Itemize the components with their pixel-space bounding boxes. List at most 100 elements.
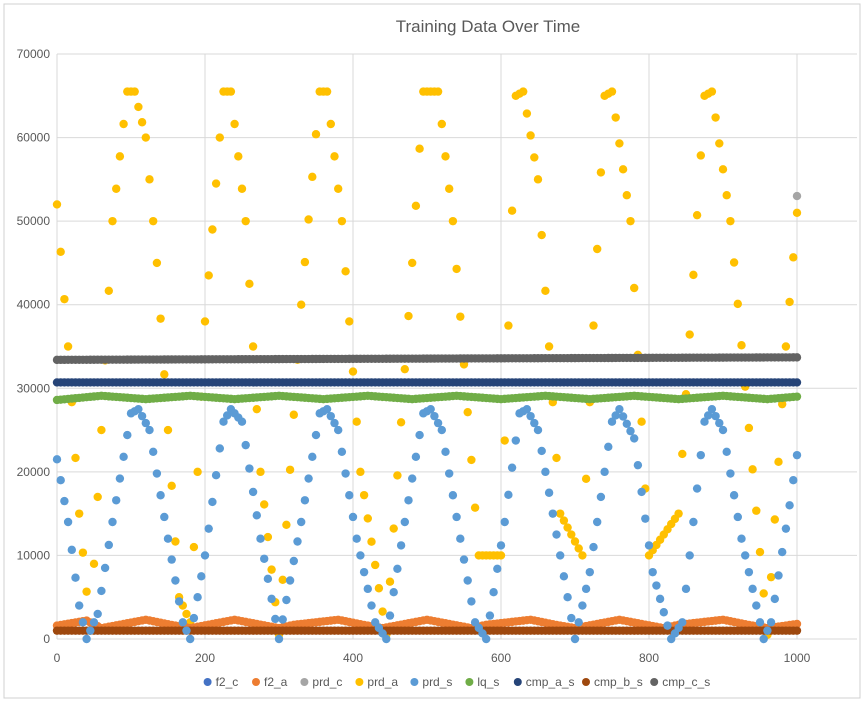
data-point <box>618 412 628 421</box>
data-point <box>97 425 106 435</box>
data-point <box>411 201 421 211</box>
data-point <box>729 258 739 267</box>
data-point <box>78 548 88 557</box>
data-point <box>171 537 180 546</box>
data-point <box>563 593 572 602</box>
data-point <box>781 524 791 533</box>
data-point <box>130 87 139 96</box>
data-point <box>330 418 339 428</box>
data-point <box>359 490 369 500</box>
data-point <box>149 216 158 226</box>
data-point <box>330 152 339 161</box>
data-point <box>152 258 162 268</box>
data-point <box>578 601 587 610</box>
data-point <box>75 509 84 518</box>
data-point <box>78 618 88 627</box>
data-point <box>263 532 273 542</box>
data-point <box>67 545 77 555</box>
data-point <box>100 563 110 573</box>
data-point <box>378 607 387 616</box>
series-cmp-c-s <box>52 353 802 365</box>
data-point <box>160 512 169 522</box>
data-point <box>311 430 321 440</box>
data-point <box>552 453 561 463</box>
data-point <box>108 517 117 527</box>
data-point <box>615 139 624 148</box>
data-point <box>552 530 561 539</box>
data-point <box>178 618 187 627</box>
data-point <box>289 410 298 419</box>
data-point <box>766 572 776 582</box>
y-tick-label: 70000 <box>17 47 51 61</box>
data-point <box>578 551 587 560</box>
data-point <box>641 514 650 523</box>
data-point <box>371 560 380 570</box>
data-point <box>167 481 176 490</box>
data-point <box>345 317 354 326</box>
data-point <box>115 152 125 161</box>
data-point <box>248 342 258 351</box>
legend-item-cmp-b-s: cmp_b_s <box>582 675 643 689</box>
data-point <box>729 491 739 500</box>
data-point <box>622 191 631 200</box>
data-point <box>82 634 91 644</box>
axis-tick-labels: 0 10000 20000 30000 40000 50000 60000 70000 0 200… <box>17 47 811 665</box>
data-point <box>526 131 535 140</box>
data-point <box>430 411 439 421</box>
data-point <box>755 618 765 627</box>
data-point <box>537 446 546 456</box>
data-point <box>415 144 424 153</box>
data-point <box>223 411 232 420</box>
data-point <box>792 353 802 362</box>
data-point <box>115 474 125 483</box>
data-point <box>744 567 754 577</box>
data-point <box>123 430 132 440</box>
legend-marker <box>465 678 474 686</box>
data-point <box>715 139 724 148</box>
data-point <box>141 418 150 428</box>
series-points <box>52 87 802 644</box>
data-point <box>637 417 646 426</box>
data-point <box>326 119 335 129</box>
data-point <box>544 342 554 351</box>
data-point <box>500 436 509 445</box>
data-point <box>234 152 243 161</box>
data-point <box>182 609 191 619</box>
data-point <box>382 634 391 644</box>
data-point <box>770 594 779 604</box>
data-point <box>56 476 65 485</box>
data-point <box>197 572 206 581</box>
data-point <box>689 517 698 527</box>
data-point <box>774 571 783 580</box>
data-point <box>781 342 791 351</box>
data-point <box>152 469 162 478</box>
data-point <box>755 547 765 557</box>
legend-item-prd-a: prd_a <box>355 675 398 689</box>
data-point <box>744 423 754 433</box>
data-point <box>544 488 554 497</box>
data-point <box>163 534 173 543</box>
data-point <box>789 253 798 262</box>
data-point <box>607 417 617 426</box>
data-point <box>60 496 69 506</box>
data-point <box>356 467 365 477</box>
x-tick-label: 200 <box>195 651 215 665</box>
series-lq-s <box>52 391 802 405</box>
data-point <box>533 425 543 435</box>
data-point <box>171 576 180 585</box>
y-tick-label: 0 <box>43 632 50 646</box>
data-point <box>211 471 221 480</box>
data-point <box>174 597 184 606</box>
x-tick-label: 0 <box>54 651 61 665</box>
y-tick-label: 20000 <box>17 465 51 479</box>
data-point <box>108 216 117 226</box>
legend-label: lq_s <box>477 675 499 689</box>
data-point <box>792 626 802 635</box>
legend-item-f2-c: f2_c <box>203 675 238 689</box>
data-point <box>792 378 802 387</box>
data-point <box>593 244 602 254</box>
data-point <box>445 184 454 193</box>
data-point <box>145 175 154 184</box>
data-point <box>141 133 150 142</box>
